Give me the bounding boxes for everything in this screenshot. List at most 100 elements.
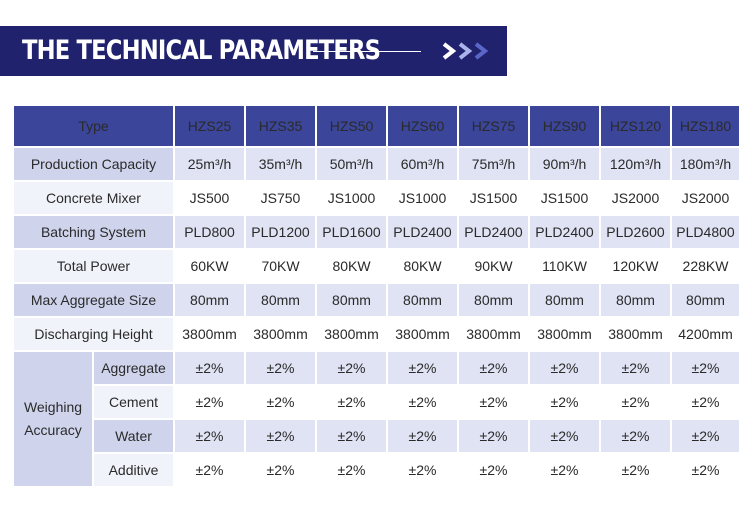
table-cell: ±2% <box>388 454 457 486</box>
model-header: HZS50 <box>317 106 386 146</box>
table-cell: 3800mm <box>246 318 315 350</box>
table-row: Discharging Height 3800mm 3800mm 3800mm 3800… <box>14 318 739 350</box>
model-header: HZS90 <box>530 106 599 146</box>
table-cell: 80KW <box>317 250 386 282</box>
table-cell: JS1500 <box>530 182 599 214</box>
table-row: Total Power 60KW 70KW 80KW 80KW 90KW 110KW 120K… <box>14 250 739 282</box>
table-cell: ±2% <box>459 454 528 486</box>
row-label: Batching System <box>14 216 173 248</box>
table-cell: ±2% <box>601 420 670 452</box>
sub-row-label: Cement <box>94 386 173 418</box>
table-cell: JS1500 <box>459 182 528 214</box>
table-cell: 50m³/h <box>317 148 386 180</box>
banner-divider-line <box>313 51 421 52</box>
table-cell: 80KW <box>388 250 457 282</box>
table-row: Weighing Accuracy Aggregate ±2% ±2% ±2% ±2% ±2%… <box>14 352 739 486</box>
table-row: Production Capacity 25m³/h 35m³/h 50m³/h 60m… <box>14 148 739 180</box>
table-cell: ±2% <box>317 420 386 452</box>
table-cell: 120KW <box>601 250 670 282</box>
row-label: Production Capacity <box>14 148 173 180</box>
table-cell: PLD4800 <box>672 216 739 248</box>
weighing-accuracy-label: Weighing Accuracy <box>14 352 92 486</box>
table-cell: 25m³/h <box>175 148 244 180</box>
table-cell: ±2% <box>246 420 315 452</box>
table-cell: 80mm <box>317 284 386 316</box>
table-cell: ±2% <box>388 352 457 384</box>
table-cell: ±2% <box>459 420 528 452</box>
row-label: Max Aggregate Size <box>14 284 173 316</box>
table-cell: ±2% <box>601 454 670 486</box>
table-cell: JS500 <box>175 182 244 214</box>
table-cell: 60m³/h <box>388 148 457 180</box>
table-cell: ±2% <box>459 386 528 418</box>
table-cell: ±2% <box>601 386 670 418</box>
type-header: Type <box>14 106 173 146</box>
triple-chevron-icon <box>442 42 489 60</box>
table-cell: ±2% <box>388 420 457 452</box>
table-cell: ±2% <box>459 352 528 384</box>
table-cell: ±2% <box>317 352 386 384</box>
table-cell: 3800mm <box>459 318 528 350</box>
table-cell: 3800mm <box>601 318 670 350</box>
row-label: Discharging Height <box>14 318 173 350</box>
table-cell: ±2% <box>246 454 315 486</box>
table-cell: ±2% <box>175 352 244 384</box>
table-cell: ±2% <box>672 454 739 486</box>
table-cell: ±2% <box>672 386 739 418</box>
table-cell: ±2% <box>530 352 599 384</box>
table-cell: PLD2400 <box>459 216 528 248</box>
table-cell: 90KW <box>459 250 528 282</box>
table-row: Cement ±2% ±2% ±2% ±2% ±2% ±2% ±2% ±2% <box>14 386 739 418</box>
group-label-line: Accuracy <box>24 422 82 438</box>
table-cell: ±2% <box>175 420 244 452</box>
table-cell: 35m³/h <box>246 148 315 180</box>
table-cell: 90m³/h <box>530 148 599 180</box>
table-cell: ±2% <box>530 420 599 452</box>
row-label: Concrete Mixer <box>14 182 173 214</box>
table-row: Concrete Mixer JS500 JS750 JS1000 JS1000 JS15… <box>14 182 739 214</box>
model-header: HZS180 <box>672 106 739 146</box>
table-cell: JS1000 <box>388 182 457 214</box>
table-cell: 80mm <box>672 284 739 316</box>
table-cell: 3800mm <box>388 318 457 350</box>
page-title: THE TECHNICAL PARAMETERS <box>22 35 381 66</box>
header-row: Type HZS25 HZS35 HZS50 HZS60 HZS75 HZS90… <box>14 106 739 146</box>
table-cell: 3800mm <box>317 318 386 350</box>
table-cell: 70KW <box>246 250 315 282</box>
table-cell: PLD2600 <box>601 216 670 248</box>
table-cell: 3800mm <box>530 318 599 350</box>
table-cell: PLD2400 <box>530 216 599 248</box>
table-cell: 80mm <box>175 284 244 316</box>
table-cell: ±2% <box>317 454 386 486</box>
table-cell: 80mm <box>459 284 528 316</box>
table-cell: ±2% <box>530 386 599 418</box>
table-cell: JS2000 <box>672 182 739 214</box>
table-cell: 120m³/h <box>601 148 670 180</box>
table-cell: ±2% <box>388 386 457 418</box>
table-cell: 110KW <box>530 250 599 282</box>
table-cell: 80mm <box>601 284 670 316</box>
table-cell: PLD1200 <box>246 216 315 248</box>
table-cell: ±2% <box>672 420 739 452</box>
model-header: HZS35 <box>246 106 315 146</box>
table-cell: ±2% <box>672 352 739 384</box>
technical-parameters-table: Type HZS25 HZS35 HZS50 HZS60 HZS75 HZS90… <box>12 104 741 488</box>
table-cell: PLD2400 <box>388 216 457 248</box>
model-header: HZS75 <box>459 106 528 146</box>
sub-row-label: Aggregate <box>94 352 173 384</box>
table-cell: JS750 <box>246 182 315 214</box>
table-row: Water ±2% ±2% ±2% ±2% ±2% ±2% ±2% ±2% <box>14 420 739 452</box>
sub-row-label: Additive <box>94 454 173 486</box>
model-header: HZS120 <box>601 106 670 146</box>
table-cell: 60KW <box>175 250 244 282</box>
model-header: HZS25 <box>175 106 244 146</box>
sub-row-label: Water <box>94 420 173 452</box>
table-cell: 80mm <box>530 284 599 316</box>
table-cell: ±2% <box>175 386 244 418</box>
table-cell: JS1000 <box>317 182 386 214</box>
table-cell: ±2% <box>246 352 315 384</box>
table-cell: JS2000 <box>601 182 670 214</box>
table-cell: ±2% <box>175 454 244 486</box>
table-cell: ±2% <box>601 352 670 384</box>
table-cell: ±2% <box>530 454 599 486</box>
